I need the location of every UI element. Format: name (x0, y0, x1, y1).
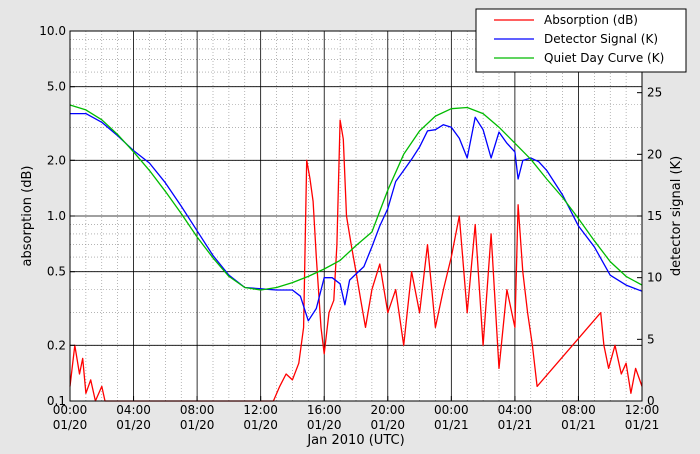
x-tick-date: 01/20 (53, 418, 88, 432)
y-left-tick-label: 0.2 (47, 338, 66, 352)
x-tick-date: 01/20 (116, 418, 151, 432)
legend: Absorption (dB) Detector Signal (K) Quiet … (475, 8, 687, 73)
x-tick-time: 04:00 (116, 403, 151, 417)
series-line-2 (69, 104, 643, 291)
y-axis-left-label: absorption (dB) (20, 166, 35, 267)
x-tick-date: 01/20 (370, 418, 405, 432)
y-right-tick-label: 20 (647, 147, 662, 161)
y-left-tick-label: 2.0 (47, 153, 66, 167)
axes: 00:0001/2004:0001/2008:0001/2012:0001/20… (39, 24, 662, 432)
series-line-0 (69, 119, 643, 402)
x-tick-date: 01/20 (180, 418, 215, 432)
y-right-tick-label: 25 (647, 86, 662, 100)
x-axis-label: Jan 2010 (UTC) (306, 433, 404, 448)
x-tick-time: 20:00 (370, 403, 405, 417)
series-lines (69, 104, 643, 402)
x-tick-time: 00:00 (53, 403, 88, 417)
x-tick-time: 00:00 (434, 403, 469, 417)
y-right-tick-label: 0 (647, 394, 655, 408)
x-tick-time: 12:00 (243, 403, 278, 417)
y-right-tick-label: 5 (647, 332, 655, 346)
x-tick-date: 01/21 (561, 418, 596, 432)
legend-label-2: Quiet Day Curve (K) (544, 51, 664, 65)
legend-label-0: Absorption (dB) (544, 13, 638, 27)
x-tick-date: 01/21 (434, 418, 469, 432)
y-right-tick-label: 15 (647, 209, 662, 223)
y-left-tick-label: 0.1 (47, 394, 66, 408)
x-tick-date: 01/20 (243, 418, 278, 432)
x-tick-time: 12:00 (625, 403, 660, 417)
y-left-tick-label: 5.0 (47, 80, 66, 94)
legend-label-1: Detector Signal (K) (544, 32, 658, 46)
x-tick-date: 01/21 (625, 418, 660, 432)
y-axis-right-label: detector signal (K) (669, 156, 684, 276)
x-tick-time: 04:00 (498, 403, 533, 417)
y-left-tick-label: 0.5 (47, 265, 66, 279)
x-tick-date: 01/20 (307, 418, 342, 432)
y-right-tick-label: 10 (647, 271, 662, 285)
x-tick-time: 08:00 (561, 403, 596, 417)
y-left-tick-label: 10.0 (39, 24, 66, 38)
series-line-1 (70, 112, 643, 322)
y-left-tick-label: 1.0 (47, 209, 66, 223)
x-tick-time: 08:00 (180, 403, 215, 417)
x-tick-time: 16:00 (307, 403, 342, 417)
x-tick-date: 01/21 (498, 418, 533, 432)
grid-lines (69, 30, 643, 402)
